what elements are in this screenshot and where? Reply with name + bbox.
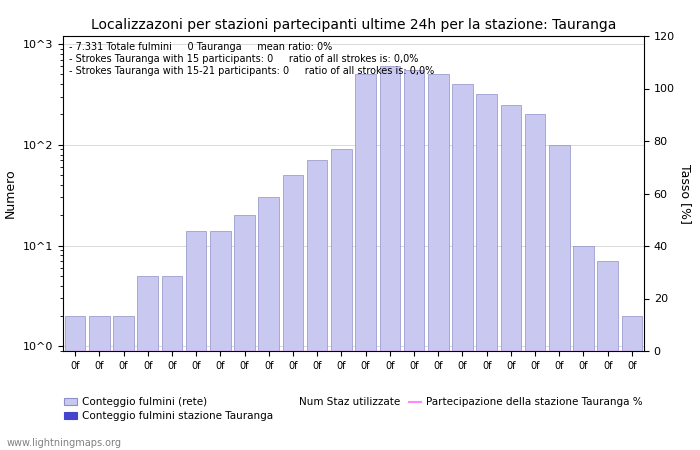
- Title: Localizzazoni per stazioni partecipanti ultime 24h per la stazione: Tauranga: Localizzazoni per stazioni partecipanti …: [91, 18, 616, 32]
- Bar: [404, 70, 424, 450]
- Text: - 7.331 Totale fulmini     0 Tauranga     mean ratio: 0%
- Strokes Tauranga with: - 7.331 Totale fulmini 0 Tauranga mean r…: [69, 42, 434, 76]
- Bar: [500, 105, 521, 450]
- Bar: [234, 215, 255, 450]
- Y-axis label: Tasso [%]: Tasso [%]: [678, 163, 692, 224]
- Legend: Conteggio fulmini (rete), Conteggio fulmini stazione Tauranga, Num Staz utilizza: Conteggio fulmini (rete), Conteggio fulm…: [64, 397, 643, 421]
- Bar: [307, 160, 328, 450]
- Bar: [113, 316, 134, 450]
- Bar: [452, 84, 472, 450]
- Bar: [597, 261, 618, 450]
- Bar: [428, 74, 449, 450]
- Bar: [573, 246, 594, 450]
- Bar: [186, 231, 206, 450]
- Bar: [65, 316, 85, 450]
- Bar: [331, 149, 351, 450]
- Bar: [89, 316, 110, 450]
- Bar: [525, 114, 545, 450]
- Bar: [283, 175, 303, 450]
- Bar: [258, 198, 279, 450]
- Bar: [356, 74, 376, 450]
- Text: www.lightningmaps.org: www.lightningmaps.org: [7, 438, 122, 448]
- Bar: [477, 94, 497, 450]
- Bar: [622, 316, 642, 450]
- Bar: [162, 276, 182, 450]
- Y-axis label: Numero: Numero: [4, 169, 18, 218]
- Bar: [210, 231, 230, 450]
- Bar: [549, 145, 570, 450]
- Bar: [379, 66, 400, 450]
- Bar: [137, 276, 158, 450]
